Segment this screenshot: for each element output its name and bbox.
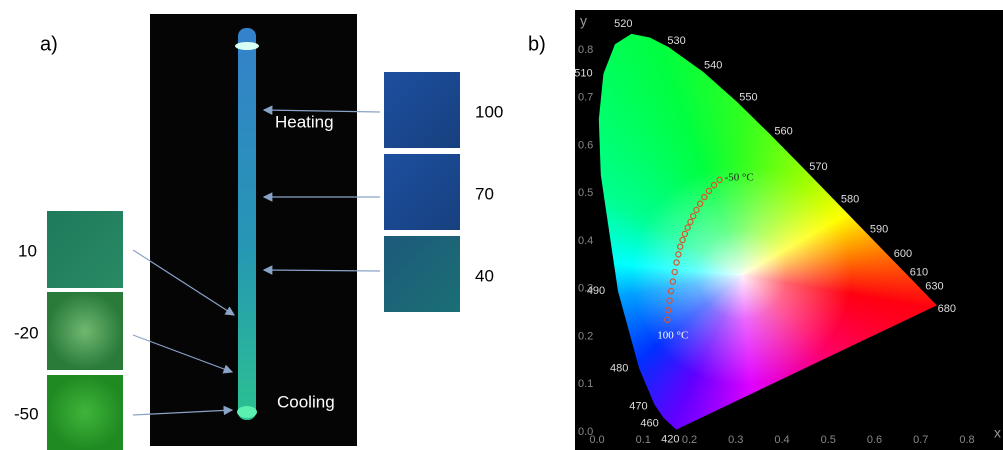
x-tick-label: 0.5 xyxy=(821,434,836,446)
annotation: -50 °C xyxy=(725,171,754,183)
data-point xyxy=(667,298,672,303)
wavelength-label: 490 xyxy=(587,285,605,297)
wavelength-label: 510 xyxy=(574,68,592,80)
x-axis-label: x xyxy=(994,425,1001,441)
x-tick-label: 0.3 xyxy=(728,434,743,446)
data-point xyxy=(698,201,703,206)
data-point xyxy=(665,317,670,322)
y-tick-label: 0.2 xyxy=(578,330,593,342)
data-point xyxy=(670,279,675,284)
x-tick-label: 0.8 xyxy=(959,434,974,446)
y-tick-label: 0.7 xyxy=(578,92,593,104)
y-tick-label: 0.1 xyxy=(578,378,593,390)
data-point xyxy=(711,183,716,188)
wavelength-label: 610 xyxy=(910,266,928,278)
wavelength-label: 480 xyxy=(610,363,628,375)
y-tick-label: 0.5 xyxy=(578,187,593,199)
x-tick-label: 0.7 xyxy=(913,434,928,446)
wavelength-label: 460 xyxy=(640,418,658,430)
wavelength-label: 600 xyxy=(894,248,912,260)
y-tick-label: 0.8 xyxy=(578,44,593,56)
wavelength-label: 420 xyxy=(661,433,679,445)
data-point xyxy=(668,289,673,294)
x-tick-label: 0.4 xyxy=(774,434,789,446)
cie-overlay: 0.00.10.20.30.40.50.60.70.80.00.10.20.30… xyxy=(0,0,1003,450)
data-point xyxy=(694,207,699,212)
data-point xyxy=(702,194,707,199)
data-point xyxy=(706,188,711,193)
wavelength-label: 470 xyxy=(629,400,647,412)
wavelength-label: 590 xyxy=(870,223,888,235)
wavelength-label: 520 xyxy=(614,18,632,30)
wavelength-label: 630 xyxy=(925,280,943,292)
annotation: 100 °C xyxy=(657,329,688,341)
data-point xyxy=(676,252,681,257)
data-point xyxy=(678,244,683,249)
data-point xyxy=(674,260,679,265)
data-point xyxy=(680,237,685,242)
wavelength-label: 540 xyxy=(704,60,722,72)
y-axis-label: y xyxy=(580,13,587,29)
x-tick-label: 0.1 xyxy=(636,434,651,446)
wavelength-label: 580 xyxy=(841,194,859,206)
data-point xyxy=(682,231,687,236)
data-point xyxy=(672,269,677,274)
y-tick-label: 0.6 xyxy=(578,139,593,151)
data-point xyxy=(688,219,693,224)
y-tick-label: 0.4 xyxy=(578,235,593,247)
page: a) Heating Cooling 100 70 40 10 -20 -50 … xyxy=(0,0,1003,450)
wavelength-label: 530 xyxy=(667,35,685,47)
x-tick-label: 0.2 xyxy=(682,434,697,446)
wavelength-label: 680 xyxy=(938,303,956,315)
wavelength-label: 570 xyxy=(809,161,827,173)
data-point xyxy=(717,177,722,182)
wavelength-label: 560 xyxy=(774,126,792,138)
wavelength-label: 550 xyxy=(739,91,757,103)
data-point xyxy=(691,214,696,219)
data-point xyxy=(666,308,671,313)
data-point xyxy=(685,225,690,230)
y-tick-label: 0.0 xyxy=(578,426,593,438)
x-tick-label: 0.6 xyxy=(867,434,882,446)
